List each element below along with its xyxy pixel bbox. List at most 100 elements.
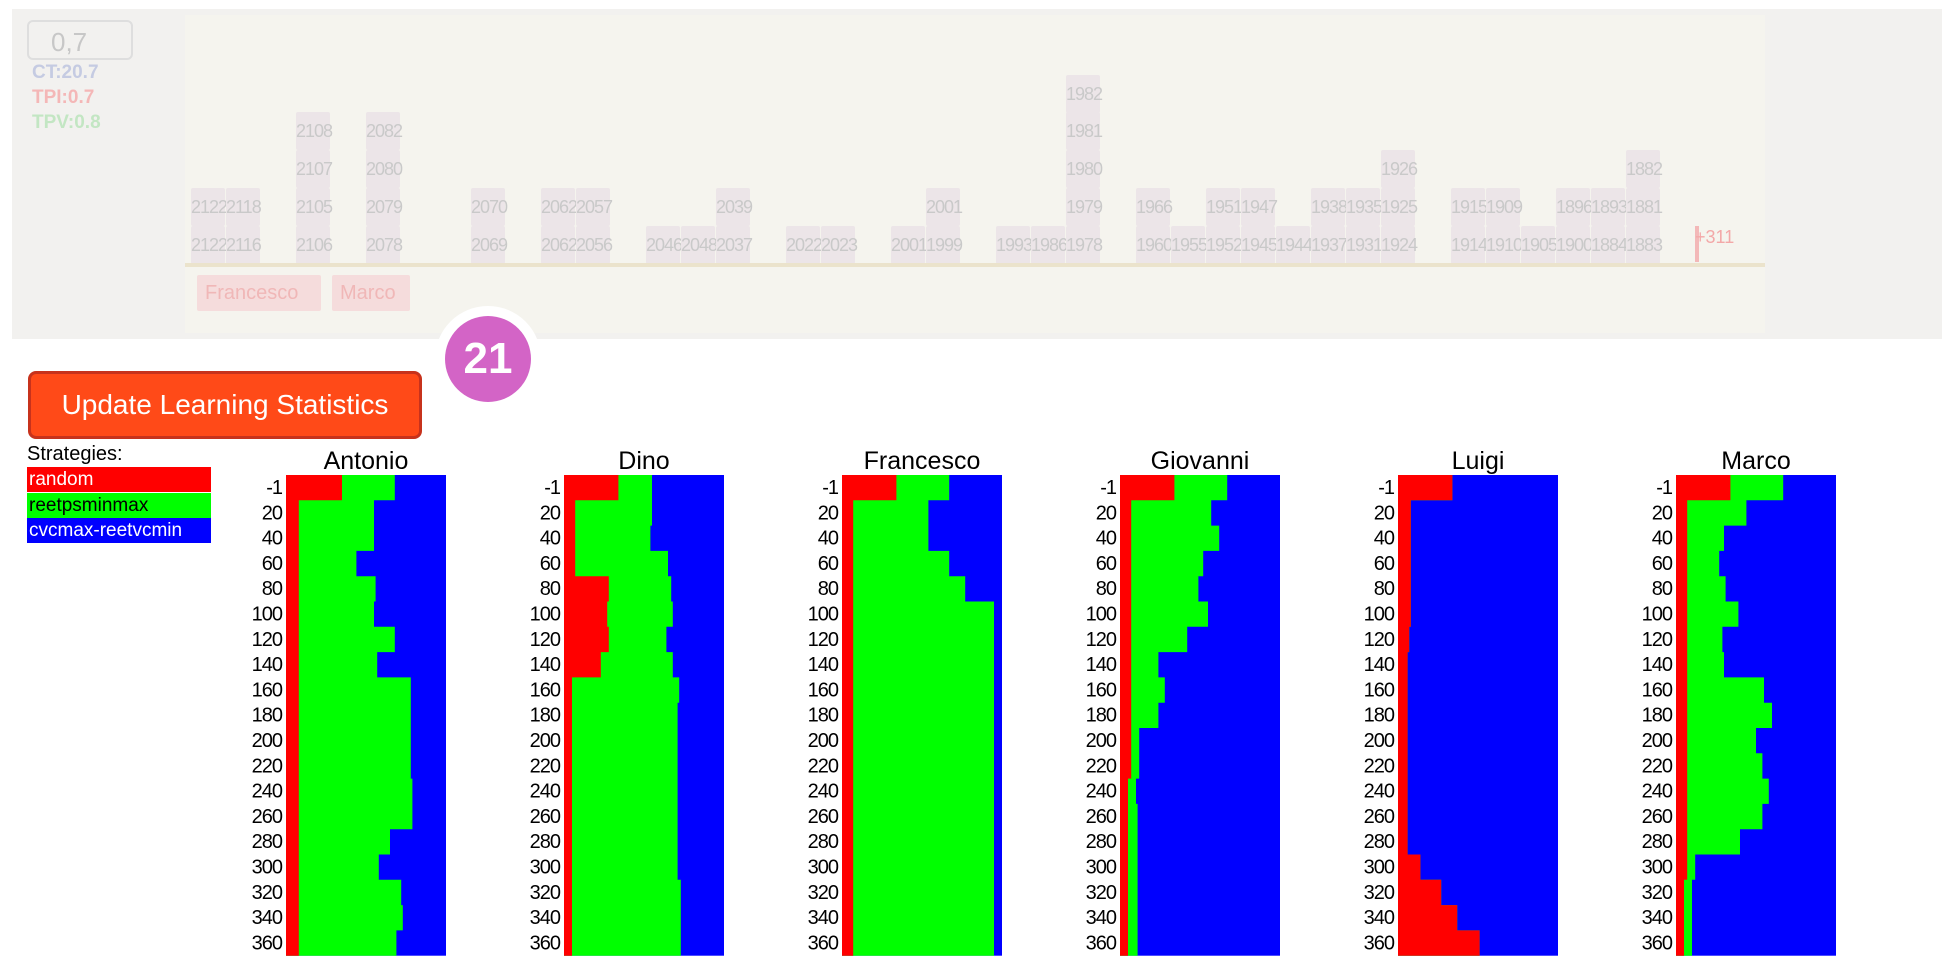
y-tick-label: 20 (818, 502, 839, 524)
timeline-block[interactable]: 2122 (191, 226, 228, 264)
timeline-block[interactable]: 1926 (1381, 150, 1418, 188)
timeline-block[interactable]: 2108 (296, 112, 333, 150)
timeline-block[interactable]: 2118 (226, 188, 262, 226)
timeline-block[interactable]: 1944 (1276, 226, 1313, 264)
timeline-block[interactable]: 1993 (996, 226, 1033, 264)
timeline-block[interactable]: 2048 (681, 226, 718, 264)
y-tick-label: 140 (808, 654, 839, 676)
timeline-block[interactable]: 1978 (1066, 226, 1103, 264)
timeline-block[interactable]: 1979 (1066, 188, 1103, 226)
timeline-block[interactable]: 2105 (296, 188, 333, 226)
timeline-block[interactable]: 1924 (1381, 226, 1418, 264)
y-tick-label: 100 (252, 604, 283, 626)
y-tick-label: 140 (1364, 654, 1395, 676)
timeline-block[interactable]: 2106 (296, 226, 333, 264)
timeline-block[interactable]: 1915 (1451, 188, 1488, 226)
y-tick-label: 180 (1642, 705, 1673, 727)
timeline-block[interactable]: 1909 (1486, 188, 1523, 226)
strategies-title: Strategies: (27, 443, 123, 465)
timeline-block[interactable]: 1938 (1311, 188, 1348, 226)
timeline-block[interactable]: 1881 (1626, 188, 1663, 226)
timeline-block[interactable]: 2001 (891, 226, 928, 264)
timeline-tag-marco[interactable]: Marco (332, 275, 410, 311)
timeline-block[interactable]: 1951 (1206, 188, 1243, 226)
timeline-block[interactable]: 2070 (471, 188, 508, 226)
series-random-area (1120, 475, 1175, 956)
y-tick-label: 180 (808, 705, 839, 727)
timeline-block[interactable]: 1931 (1346, 226, 1383, 264)
y-tick-label: 60 (262, 553, 283, 575)
y-tick-label: 340 (1086, 907, 1117, 929)
timeline-block[interactable]: 2082 (366, 112, 403, 150)
y-tick-label: -1 (822, 477, 839, 499)
y-tick-label: 240 (252, 781, 283, 803)
series-reetpsminmax-area (1120, 475, 1228, 956)
timeline-block[interactable]: 2039 (716, 188, 753, 226)
timeline-block[interactable]: 1896 (1556, 188, 1593, 226)
y-tick-label: 40 (818, 528, 839, 550)
timeline-block[interactable]: 1955 (1171, 226, 1208, 264)
timeline-block[interactable]: 1947 (1241, 188, 1278, 226)
timeline-block[interactable]: 1952 (1206, 226, 1243, 264)
y-tick-label: 180 (1086, 705, 1117, 727)
y-tick-label: 300 (808, 857, 839, 879)
timeline-block[interactable]: 1986 (1031, 226, 1068, 264)
timeline-block[interactable]: 2078 (366, 226, 403, 264)
timeline-block[interactable]: 1945 (1241, 226, 1278, 264)
timeline-block[interactable]: 2079 (366, 188, 403, 226)
update-learning-statistics-button[interactable]: Update Learning Statistics (28, 371, 422, 439)
panel-title: Dino (618, 447, 669, 475)
timeline-block[interactable]: 2069 (471, 226, 508, 264)
timeline-block[interactable]: 2062 (541, 226, 578, 264)
timeline-block[interactable]: 1893 (1591, 188, 1628, 226)
timeline-block[interactable]: 1966 (1136, 188, 1173, 226)
timeline-axis (185, 263, 1765, 267)
timeline-block[interactable]: 2056 (576, 226, 613, 264)
timeline-block[interactable]: 1882 (1626, 150, 1663, 188)
y-tick-label: 140 (1086, 654, 1117, 676)
timeline-block[interactable]: 1884 (1591, 226, 1628, 264)
y-tick-label: 20 (540, 502, 561, 524)
value-display: 0,7 (27, 20, 133, 60)
timeline-block[interactable]: 1980 (1066, 150, 1103, 188)
timeline-block[interactable]: 1914 (1451, 226, 1488, 264)
y-tick-label: 260 (1642, 806, 1673, 828)
y-tick-label: 20 (1652, 502, 1673, 524)
series-reetpsminmax-area (286, 475, 413, 956)
timeline-block[interactable]: 1937 (1311, 226, 1348, 264)
timeline-block[interactable]: 2001 (926, 188, 963, 226)
y-tick-label: 200 (252, 730, 283, 752)
timeline-block[interactable]: 1999 (926, 226, 963, 264)
timeline-block[interactable]: 2022 (786, 226, 823, 264)
timeline-block[interactable]: 2023 (821, 226, 858, 264)
timeline-block[interactable]: 1935 (1346, 188, 1383, 226)
timeline-block[interactable]: 2037 (716, 226, 753, 264)
timeline-block[interactable]: 1905 (1521, 226, 1558, 264)
y-tick-label: 100 (1642, 604, 1673, 626)
timeline-block[interactable]: 2107 (296, 150, 333, 188)
timeline-block[interactable]: 1883 (1626, 226, 1663, 264)
y-tick-label: 140 (252, 654, 283, 676)
step-badge: 21 (445, 316, 531, 402)
series-random-area (842, 475, 897, 956)
timeline-block[interactable]: 1900 (1556, 226, 1593, 264)
timeline-block[interactable]: 1910 (1486, 226, 1523, 264)
y-tick-label: 40 (1096, 528, 1117, 550)
y-tick-label: 340 (1364, 907, 1395, 929)
timeline-tag-francesco[interactable]: Francesco (197, 275, 321, 311)
timeline-block[interactable]: 2046 (646, 226, 683, 264)
timeline-block[interactable]: 1982 (1066, 75, 1103, 113)
timeline-block[interactable]: 2062 (541, 188, 578, 226)
timeline-block[interactable]: 1960 (1136, 226, 1173, 264)
y-tick-label: 80 (1374, 578, 1395, 600)
timeline-block[interactable]: 1925 (1381, 188, 1418, 226)
y-tick-label: 280 (1364, 831, 1395, 853)
timeline-block[interactable]: 2116 (226, 226, 262, 264)
timeline-block[interactable]: 2122 (191, 188, 228, 226)
timeline-block[interactable]: 1981 (1066, 112, 1103, 150)
y-tick-label: -1 (266, 477, 283, 499)
y-tick-label: 100 (1364, 604, 1395, 626)
timeline-block[interactable]: 2057 (576, 188, 613, 226)
timeline-block[interactable]: 2080 (366, 150, 403, 188)
y-tick-label: 360 (252, 932, 283, 954)
